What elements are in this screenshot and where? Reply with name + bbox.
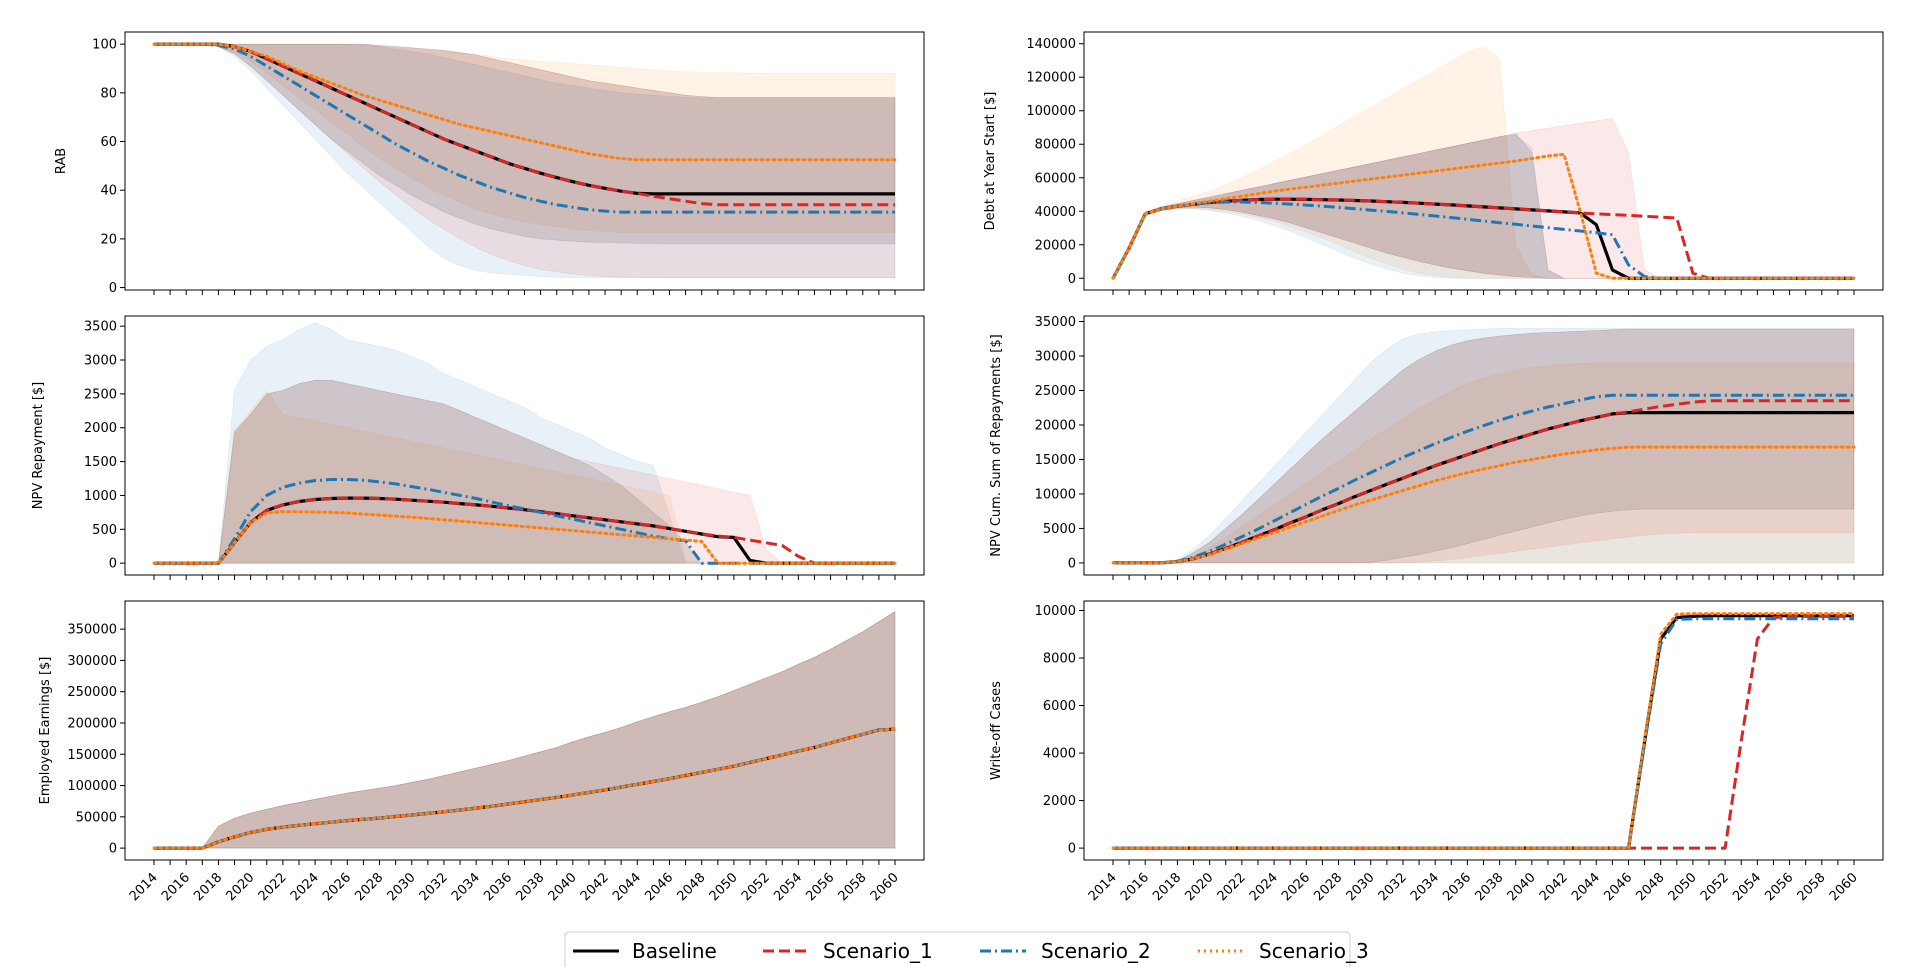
y-tick-label: 500 [92,523,117,538]
y-tick-label: 0 [109,842,117,857]
plot-area-npv-repayment [152,322,897,565]
band-scenario-1 [1112,117,1854,279]
chart-debt: 0 20000 40000 60000 80000 100000 120000 140000 D… [983,31,1884,295]
y-axis-label: RAB [54,148,69,174]
y-tick-label: 100000 [67,779,117,794]
y-axis-label: Write-off Cases [989,681,1004,780]
y-tick-label: 6000 [1043,699,1076,714]
band-scenario-2 [154,43,896,279]
y-tick-label: 3000 [84,354,117,369]
legend-label-scenario-3: Scenario_3 [1259,939,1369,963]
panels: 020406080100RAB0200004000060000800001000… [31,31,1884,904]
y-axis-label: NPV Repayment [$] [31,382,46,510]
legend-label-baseline: Baseline [632,939,717,963]
y-tick-label: 0 [1068,842,1076,857]
y-tick-label: 140000 [1026,37,1076,52]
legend-label-scenario-2: Scenario_2 [1041,939,1151,963]
legend: Baseline Scenario_1 Scenario_2 Scenario_… [564,931,1369,967]
y-tick-label: 2000 [84,421,117,436]
y-tick-label: 25000 [1035,384,1076,399]
band-baseline [154,380,895,564]
line-scenario-1 [154,42,895,207]
line-scenario-2 [1113,393,1854,565]
y-tick-label: 350000 [67,623,117,638]
y-tick-label: 4000 [1043,747,1076,762]
chart-rab: 0 20 40 60 80 100 RAB [54,31,925,296]
band-scenario-3 [1112,46,1854,279]
line-scenario-2 [1111,200,1854,280]
line-scenario-3 [1111,445,1856,565]
y-tick-label: 15000 [1035,453,1076,468]
band-scenario-1 [154,43,896,279]
band-scenario-1 [154,380,895,564]
y-tick-label: 150000 [67,748,117,763]
y-tick-label: 8000 [1043,652,1076,667]
line-scenario-1 [154,496,895,565]
y-tick-label: 100 [92,38,117,53]
y-tick-label: 300000 [67,654,117,669]
legend-frame [564,931,1351,967]
line-baseline [154,42,895,196]
y-tick-label: 200000 [67,716,117,731]
y-tick-label: 0 [1068,556,1076,571]
y-tick-label: 60 [100,135,117,150]
line-scenario-1 [1113,399,1854,565]
y-tick-label: 0 [109,557,117,572]
y-tick-label: 30000 [1035,350,1076,365]
y-tick-label: 80 [100,86,117,101]
line-scenario-1 [1111,197,1854,280]
y-tick-label: 10000 [1035,604,1076,619]
chart-npv-repayment: 0 500 1000 1500 2000 2500 3000 3500 NPV Repaymen… [31,315,925,580]
line-scenario-3 [152,727,897,850]
plot-area-npv-cum [1111,328,1856,565]
band-scenario-3 [154,389,895,564]
y-tick-label: 120000 [1026,71,1076,86]
line-scenario-3 [152,510,897,565]
y-tick-label: 10000 [1035,487,1076,502]
y-tick-label: 40 [100,184,117,199]
band-scenario-1 [1113,328,1855,564]
legend-item-scenario-2: Scenario_2 [980,939,1151,963]
plot-area-earnings [152,611,897,850]
legend-item-scenario-3: Scenario_3 [1198,939,1369,963]
legend-item-scenario-1: Scenario_1 [763,939,933,963]
y-tick-label: 2000 [1043,794,1076,809]
line-scenario-3 [1111,152,1856,280]
y-tick-label: 2500 [84,387,117,402]
y-tick-label: 60000 [1035,171,1076,186]
legend-item-baseline: Baseline [573,939,717,963]
plot-area-rab [152,42,897,279]
y-tick-label: 20000 [1035,238,1076,253]
band-scenario-2 [154,322,895,564]
y-axis-label: Debt at Year Start [$] [983,92,998,231]
y-tick-label: 40000 [1035,205,1076,220]
line-scenario-3 [1111,612,1856,850]
chart-npv-cum: 0 5000 10000 15000 20000 25000 30000 35000 NPV C… [989,315,1884,580]
line-scenario-3 [152,42,897,162]
y-tick-label: 1000 [84,489,117,504]
y-tick-label: 80000 [1035,138,1076,153]
plot-area-writeoff [1111,612,1856,850]
y-axis-label: NPV Cum. Sum of Repayments [$] [989,334,1004,556]
y-tick-label: 0 [1068,272,1076,287]
y-tick-label: 20000 [1035,418,1076,433]
legend-label-scenario-1: Scenario_1 [823,939,933,963]
y-axis-label: Employed Earnings [$] [38,657,53,805]
line-scenario-2 [154,478,895,565]
y-tick-label: 1500 [84,455,117,470]
y-tick-label: 3500 [84,320,117,335]
plot-area-debt [1111,46,1856,280]
y-tick-label: 20 [100,232,117,247]
band-baseline [1113,328,1855,564]
y-tick-label: 50000 [76,810,117,825]
y-tick-label: 0 [109,281,117,296]
y-tick-label: 250000 [67,685,117,700]
y-tick-label: 35000 [1035,315,1076,330]
y-tick-label: 5000 [1043,522,1076,537]
line-scenario-2 [154,42,895,214]
line-scenario-2 [1113,617,1854,850]
y-tick-label: 100000 [1026,104,1076,119]
